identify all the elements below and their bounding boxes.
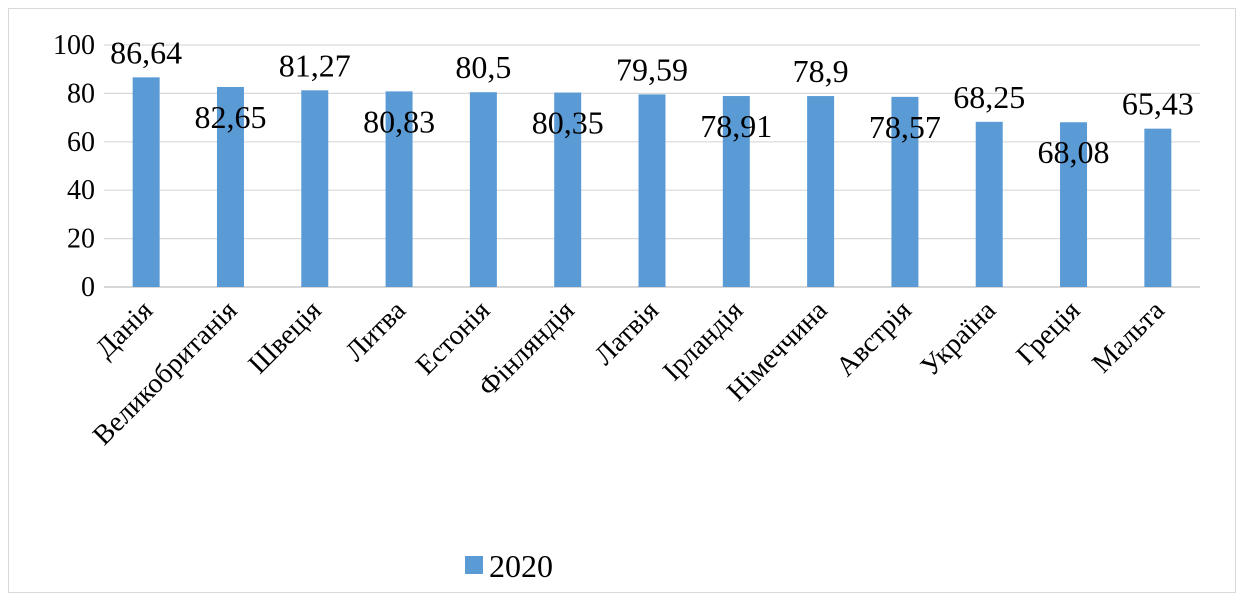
x-tick-label: Великобританія [87,295,243,451]
legend-label: 2020 [489,548,553,584]
legend-swatch [465,556,483,574]
data-label: 80,35 [532,105,604,141]
x-tick-label: Швеція [243,295,328,380]
x-tick-label: Греція [1010,295,1086,371]
data-labels: 86,64 82,65 81,27 80,83 80,5 80,35 79,59 78,91 7… [110,34,1194,170]
legend: 2020 [465,548,553,584]
bar [1060,122,1088,287]
bar [554,92,582,287]
y-tick-label: 60 [67,127,95,158]
x-tick-label: Латвія [589,295,665,371]
data-label: 78,9 [793,53,849,89]
y-axis-ticks: 0 20 40 60 80 100 [53,30,95,303]
data-label: 68,08 [1038,134,1110,170]
bar [216,86,244,287]
bar [1144,128,1172,287]
x-tick-label: Австрія [830,295,918,383]
x-tick-label: Литва [340,295,413,368]
bars [132,77,1172,288]
data-label: 65,43 [1122,86,1194,122]
bar [638,94,666,287]
y-tick-label: 0 [81,272,95,303]
bar [722,96,750,287]
bar [469,92,497,287]
x-tick-label: Україна [915,295,1003,383]
data-label: 81,27 [279,47,351,83]
data-label: 80,83 [363,103,435,139]
bar [385,91,413,287]
bar [132,77,160,287]
data-label: 86,64 [110,34,182,70]
data-label: 78,91 [700,108,772,144]
bar [891,96,919,288]
data-label: 78,57 [869,109,941,145]
chart-frame [8,8,1236,593]
gridlines [104,44,1200,288]
x-tick-label: Данія [90,295,160,365]
bar [807,96,835,287]
x-tick-label: Естонія [410,295,496,381]
data-label: 68,25 [953,79,1025,115]
bar [975,121,1003,288]
y-tick-label: 40 [67,175,95,206]
bar [301,90,329,287]
data-label: 82,65 [194,99,266,135]
y-tick-label: 80 [67,78,95,109]
data-label: 79,59 [616,51,688,87]
y-tick-label: 20 [67,224,95,255]
data-label: 80,5 [455,49,511,85]
y-tick-label: 100 [53,30,95,61]
x-tick-label: Мальта [1086,295,1171,380]
